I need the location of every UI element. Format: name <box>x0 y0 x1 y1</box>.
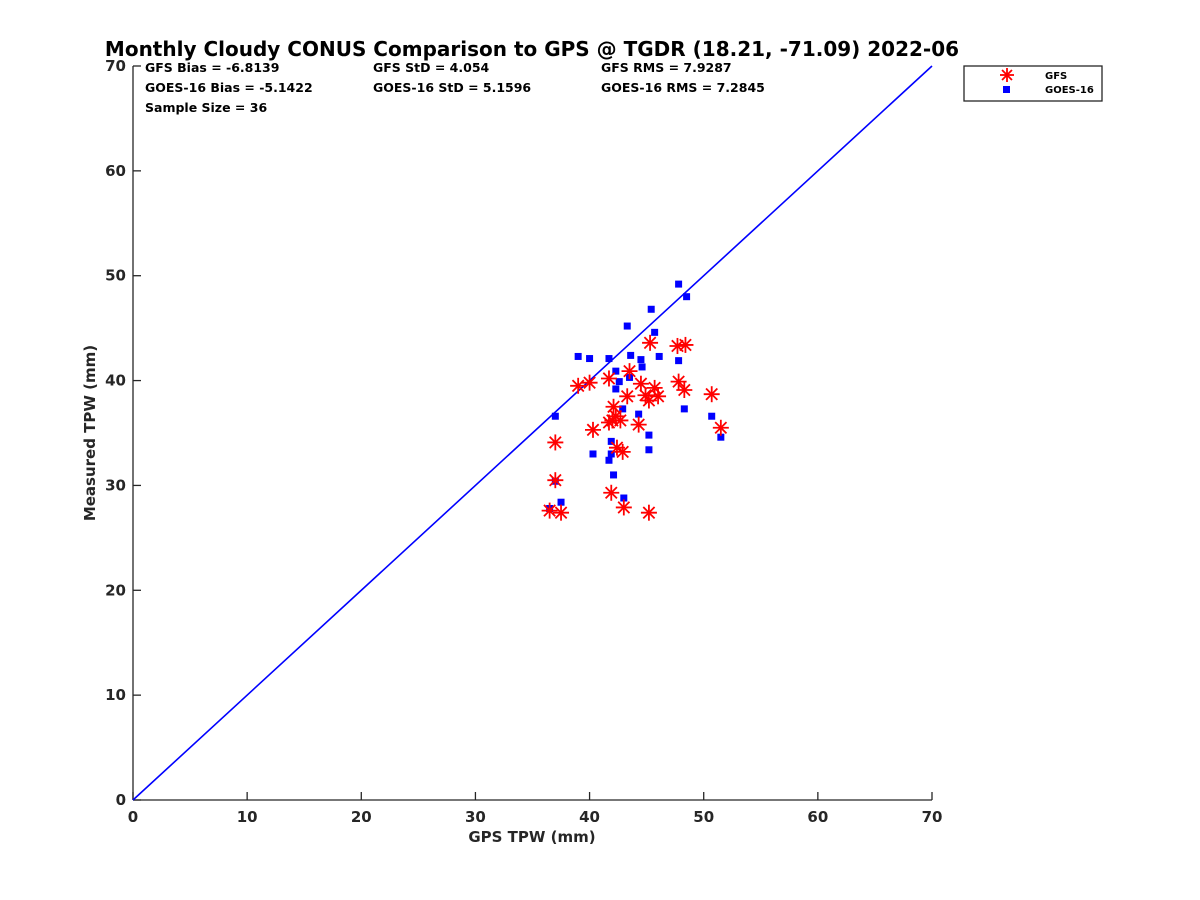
y-tick-label: 50 <box>105 267 126 285</box>
gfs-point <box>541 502 558 519</box>
one-to-one-line <box>132 65 933 801</box>
x-tick-label: 60 <box>807 808 828 826</box>
y-ticks: 0 10 20 30 40 50 60 70 <box>105 57 141 809</box>
gfs-point <box>614 443 631 460</box>
gfs-point <box>630 416 647 433</box>
y-tick-label: 70 <box>105 57 126 75</box>
goes16-point <box>612 385 620 393</box>
gfs-point <box>600 370 617 387</box>
gfs-point <box>640 504 657 521</box>
reference-line <box>132 65 933 801</box>
gfs-point <box>677 336 694 353</box>
stats-annotations: GFS Bias = -6.8139 GOES-16 Bias = -5.142… <box>145 60 765 115</box>
x-axis-label: GPS TPW (mm) <box>468 828 595 846</box>
gfs-point <box>581 374 598 391</box>
gfs-point <box>619 388 636 405</box>
goes16-point <box>655 352 663 360</box>
legend-gfs-asterisk-icon <box>1000 68 1014 82</box>
goes16-point <box>623 322 631 330</box>
goes16-point <box>675 280 683 288</box>
legend-goes16-square-icon <box>1003 86 1010 93</box>
gfs-point <box>547 434 564 451</box>
x-tick-label: 50 <box>693 808 714 826</box>
goes16-point <box>680 405 688 413</box>
legend-gfs-label: GFS <box>1045 71 1067 82</box>
x-tick-label: 10 <box>237 808 258 826</box>
goes16-point <box>574 352 582 360</box>
goes16-point <box>638 363 646 371</box>
stat-gfs-bias: GFS Bias = -6.8139 <box>145 60 279 75</box>
goes16-point <box>610 471 618 479</box>
goes16-point <box>645 431 653 439</box>
goes16-point <box>589 450 597 458</box>
gfs-point <box>676 382 693 399</box>
gfs-point <box>547 472 564 489</box>
goes16-point <box>612 367 620 375</box>
y-tick-label: 60 <box>105 162 126 180</box>
legend: GFS GOES-16 <box>963 65 1103 102</box>
goes16-point <box>637 356 645 364</box>
y-tick-label: 10 <box>105 686 126 704</box>
gfs-point <box>621 363 638 380</box>
goes16-point <box>620 494 628 502</box>
y-tick-label: 30 <box>105 476 126 494</box>
x-tick-label: 70 <box>922 808 943 826</box>
y-axis-label: Measured TPW (mm) <box>81 345 99 521</box>
goes16-point <box>605 355 613 363</box>
x-tick-label: 20 <box>351 808 372 826</box>
legend-gfs-asterisk <box>1000 68 1014 82</box>
stat-sample-size: Sample Size = 36 <box>145 100 267 115</box>
gfs-point <box>584 421 601 438</box>
gfs-point <box>615 499 632 516</box>
legend-goes16-label: GOES-16 <box>1045 85 1094 96</box>
y-tick-label: 40 <box>105 372 126 390</box>
gfs-point <box>603 484 620 501</box>
goes16-point <box>615 378 623 386</box>
gfs-point <box>553 504 570 521</box>
goes16-point <box>645 446 653 454</box>
goes16-point <box>647 305 655 313</box>
y-tick-label: 20 <box>105 581 126 599</box>
goes16-point <box>605 456 613 464</box>
x-tick-label: 30 <box>465 808 486 826</box>
axes <box>132 66 932 801</box>
goes16-point <box>635 410 643 418</box>
gfs-point <box>632 375 649 392</box>
x-ticks: 0 10 20 30 40 50 60 70 <box>128 792 943 826</box>
gfs-point <box>712 419 729 436</box>
gfs-point <box>670 373 687 390</box>
gfs-point <box>570 377 587 394</box>
legend-box <box>963 65 1103 102</box>
goes16-point <box>675 357 683 365</box>
x-tick-label: 40 <box>579 808 600 826</box>
goes16-point <box>717 433 725 441</box>
gfs-point <box>703 386 720 403</box>
goes16-point <box>683 293 691 301</box>
chart-title: Monthly Cloudy CONUS Comparison to GPS @… <box>105 37 959 61</box>
stat-goes-bias: GOES-16 Bias = -5.1422 <box>145 80 313 95</box>
stat-gfs-rms: GFS RMS = 7.9287 <box>601 60 732 75</box>
goes16-point <box>557 498 565 506</box>
stat-goes-std: GOES-16 StD = 5.1596 <box>373 80 531 95</box>
x-tick-label: 0 <box>128 808 138 826</box>
gfs-point <box>612 412 629 429</box>
gfs-point <box>650 388 667 405</box>
goes16-point <box>627 351 635 359</box>
stat-goes-rms: GOES-16 RMS = 7.2845 <box>601 80 765 95</box>
gfs-point <box>642 334 659 351</box>
gfs-point <box>605 398 622 415</box>
goes16-point <box>551 412 559 420</box>
goes16-point <box>607 450 615 458</box>
goes16-point <box>607 437 615 445</box>
gfs-point <box>669 337 686 354</box>
goes16-point <box>619 405 627 413</box>
y-tick-label: 0 <box>116 791 126 809</box>
goes16-point <box>708 412 716 420</box>
goes16-point <box>586 355 594 363</box>
goes16-point <box>651 328 659 336</box>
series-gfs <box>541 334 729 521</box>
stat-gfs-std: GFS StD = 4.054 <box>373 60 490 75</box>
gfs-point <box>646 379 663 396</box>
